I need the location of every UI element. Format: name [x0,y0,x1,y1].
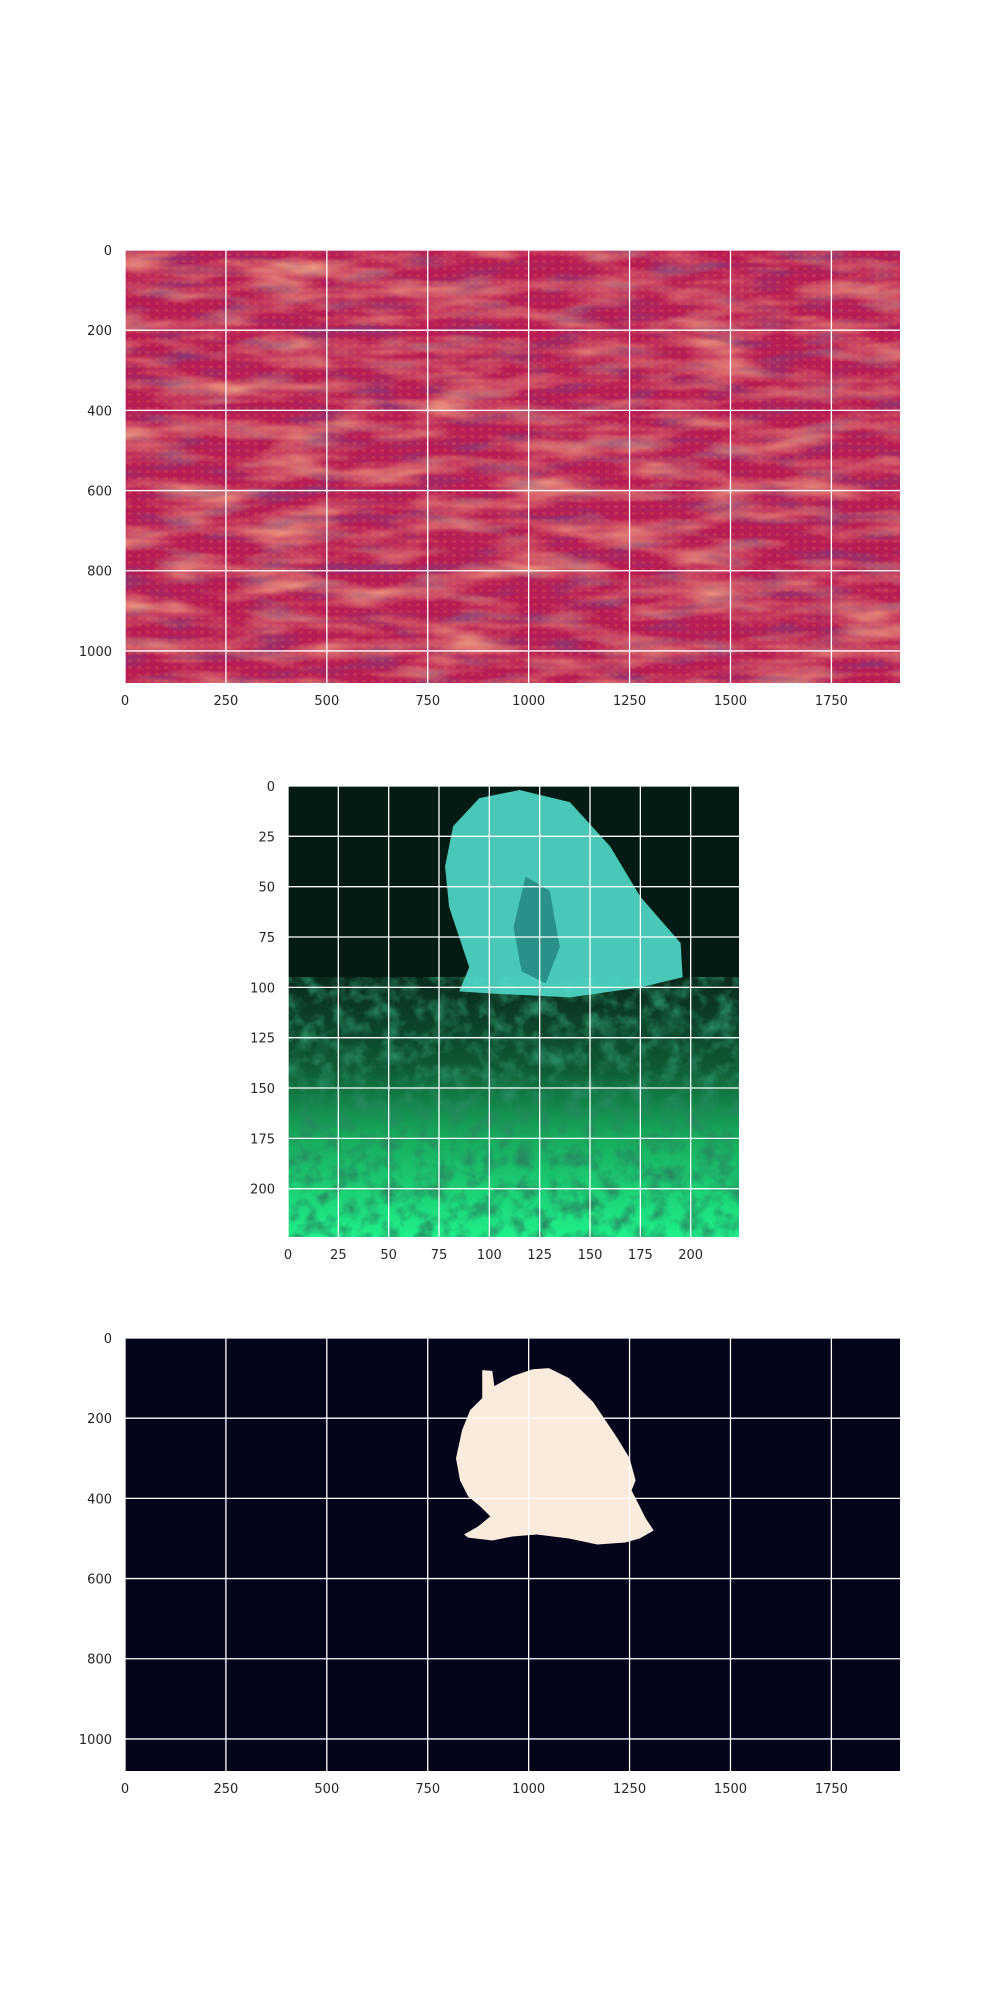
heatmap-y-ticks: 0 200 400 600 800 1000 [79,244,112,660]
x-tick-label: 1000 [512,1782,545,1797]
heatmap-panel: 0 250 500 750 1000 1250 1500 1750 0 200 400 600 800… [79,244,900,709]
x-tick-label: 1250 [613,694,646,709]
y-tick-label: 200 [250,1183,275,1198]
y-tick-label: 100 [250,981,275,996]
y-tick-label: 400 [87,1492,112,1507]
mask-y-ticks: 0 200 400 600 800 1000 [79,1332,112,1748]
x-tick-label: 500 [314,1782,339,1797]
mask-grid [124,1337,900,1771]
x-tick-label: 1500 [714,1782,747,1797]
y-tick-label: 200 [87,1412,112,1427]
segmentation-mask [455,1368,654,1545]
fish-fin [513,876,560,984]
image-grid [287,785,739,1237]
y-tick-label: 400 [87,404,112,419]
y-tick-label: 50 [258,881,275,896]
seabed-texture [288,977,739,1237]
x-tick-label: 750 [415,694,440,709]
x-tick-label: 100 [477,1248,502,1263]
x-tick-label: 1750 [815,694,848,709]
y-tick-label: 25 [258,830,275,845]
y-tick-label: 75 [258,931,275,946]
heatmap-grid [124,249,900,683]
image-x-ticks: 0 25 50 75 100 125 150 175 200 [284,1248,703,1263]
y-tick-label: 175 [250,1132,275,1147]
y-tick-label: 150 [250,1082,275,1097]
x-tick-label: 500 [314,694,339,709]
y-tick-label: 800 [87,565,112,580]
x-tick-label: 1000 [512,694,545,709]
underwater-image-panel: 0 25 50 75 100 125 150 175 200 0 25 50 75 100 125 150 17… [250,780,739,1263]
x-tick-label: 25 [330,1248,347,1263]
x-tick-label: 750 [415,1782,440,1797]
x-tick-label: 0 [121,694,129,709]
x-tick-label: 200 [678,1248,703,1263]
x-tick-label: 1250 [613,1782,646,1797]
y-tick-label: 600 [87,1573,112,1588]
x-tick-label: 250 [213,694,238,709]
x-tick-label: 250 [213,1782,238,1797]
y-tick-label: 0 [104,1332,112,1347]
y-tick-label: 0 [104,244,112,259]
y-tick-label: 600 [87,485,112,500]
mask-x-ticks: 0 250 500 750 1000 1250 1500 1750 [121,1782,848,1797]
y-tick-label: 1000 [79,1733,112,1748]
fish [445,790,683,998]
x-tick-label: 0 [121,1782,129,1797]
x-tick-label: 1750 [815,1782,848,1797]
mask-panel: 0 250 500 750 1000 1250 1500 1750 0 200 400 600 800 1… [79,1332,900,1797]
x-tick-label: 1500 [714,694,747,709]
y-tick-label: 0 [267,780,275,795]
image-y-ticks: 0 25 50 75 100 125 150 175 200 [250,780,275,1198]
heatmap-x-ticks: 0 250 500 750 1000 1250 1500 1750 [121,694,848,709]
y-tick-label: 1000 [79,645,112,660]
y-tick-label: 125 [250,1032,275,1047]
y-tick-label: 200 [87,324,112,339]
x-tick-label: 175 [628,1248,653,1263]
x-tick-label: 150 [578,1248,603,1263]
x-tick-label: 75 [431,1248,448,1263]
x-tick-label: 0 [284,1248,292,1263]
x-tick-label: 125 [527,1248,552,1263]
heatmap-stripes [125,250,900,683]
x-tick-label: 50 [380,1248,397,1263]
y-tick-label: 800 [87,1653,112,1668]
